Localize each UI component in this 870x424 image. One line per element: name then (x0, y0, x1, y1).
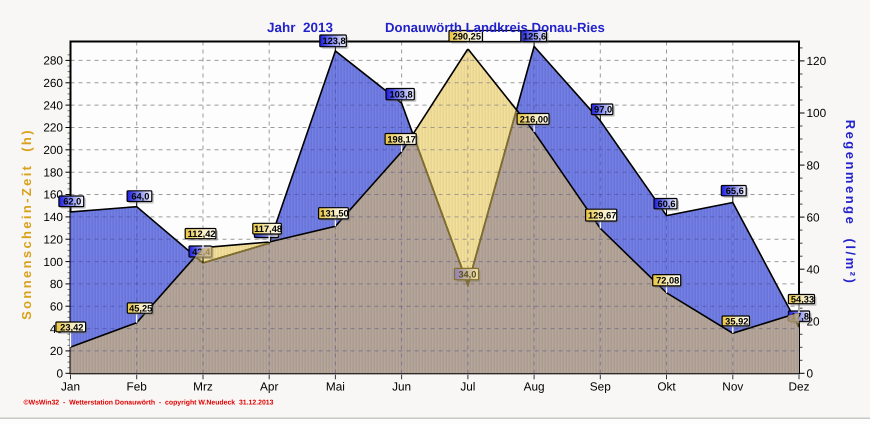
svg-text:©WsWin32 - Wetterstation Don: ©WsWin32 - Wetterstation Donauwörth - co… (24, 400, 274, 407)
svg-text:260: 260 (43, 76, 63, 90)
svg-text:60,6: 60,6 (657, 199, 675, 209)
svg-text:Apr: Apr (260, 380, 278, 394)
svg-text:Sep: Sep (590, 380, 611, 394)
svg-text:125,6: 125,6 (523, 31, 546, 41)
svg-text:180: 180 (43, 165, 63, 179)
svg-text:290,25: 290,25 (453, 31, 481, 41)
svg-text:62,0: 62,0 (63, 197, 81, 207)
svg-text:0: 0 (56, 367, 63, 381)
svg-text:220: 220 (43, 121, 63, 135)
svg-text:Jul: Jul (460, 380, 475, 394)
svg-text:64,0: 64,0 (131, 192, 149, 202)
svg-text:200: 200 (43, 143, 63, 157)
svg-text:Mrz: Mrz (193, 380, 213, 394)
svg-text:123,8: 123,8 (322, 36, 345, 46)
svg-text:80: 80 (50, 277, 64, 291)
svg-text:54,33: 54,33 (791, 295, 814, 305)
svg-text:Aug: Aug (524, 380, 545, 394)
svg-text:198,17: 198,17 (387, 134, 415, 144)
svg-text:Sonnenschein-Zeit (h): Sonnenschein-Zeit (h) (19, 128, 34, 320)
svg-text:Donauwörth Landkreis Donau-Rie: Donauwörth Landkreis Donau-Ries (385, 20, 605, 35)
svg-text:117,48: 117,48 (254, 224, 282, 234)
svg-text:216,00: 216,00 (520, 114, 548, 124)
svg-text:Okt: Okt (657, 380, 676, 394)
svg-text:100: 100 (43, 255, 63, 269)
svg-text:112,42: 112,42 (188, 229, 216, 239)
svg-text:60: 60 (50, 299, 64, 313)
svg-text:Mai: Mai (326, 380, 345, 394)
svg-text:140: 140 (43, 210, 63, 224)
svg-text:72,08: 72,08 (656, 276, 679, 286)
svg-text:103,8: 103,8 (389, 90, 412, 100)
svg-text:0: 0 (807, 367, 814, 381)
svg-text:Dez: Dez (789, 380, 810, 394)
svg-text:120: 120 (807, 54, 827, 68)
svg-text:60: 60 (807, 210, 821, 224)
svg-text:80: 80 (807, 158, 821, 172)
svg-text:Jan: Jan (61, 380, 80, 394)
svg-text:131,50: 131,50 (320, 209, 348, 219)
svg-text:34,0: 34,0 (458, 269, 476, 279)
svg-text:23,42: 23,42 (60, 322, 83, 332)
svg-text:240: 240 (43, 98, 63, 112)
svg-text:35,92: 35,92 (725, 316, 748, 326)
svg-text:Regenmenge (l/m²): Regenmenge (l/m²) (843, 120, 858, 286)
svg-text:97,0: 97,0 (594, 105, 612, 115)
svg-text:Nov: Nov (722, 380, 743, 394)
svg-text:17,8: 17,8 (791, 312, 809, 322)
svg-text:40: 40 (807, 262, 821, 276)
svg-text:280: 280 (43, 54, 63, 68)
svg-text:45,25: 45,25 (129, 303, 152, 313)
svg-text:Jahr 2013: Jahr 2013 (267, 20, 334, 35)
svg-text:20: 20 (50, 344, 64, 358)
svg-text:100: 100 (807, 106, 827, 120)
svg-text:65,6: 65,6 (726, 186, 744, 196)
svg-text:Feb: Feb (127, 380, 148, 394)
svg-text:120: 120 (43, 232, 63, 246)
svg-text:129,67: 129,67 (588, 211, 616, 221)
svg-text:Jun: Jun (392, 380, 411, 394)
